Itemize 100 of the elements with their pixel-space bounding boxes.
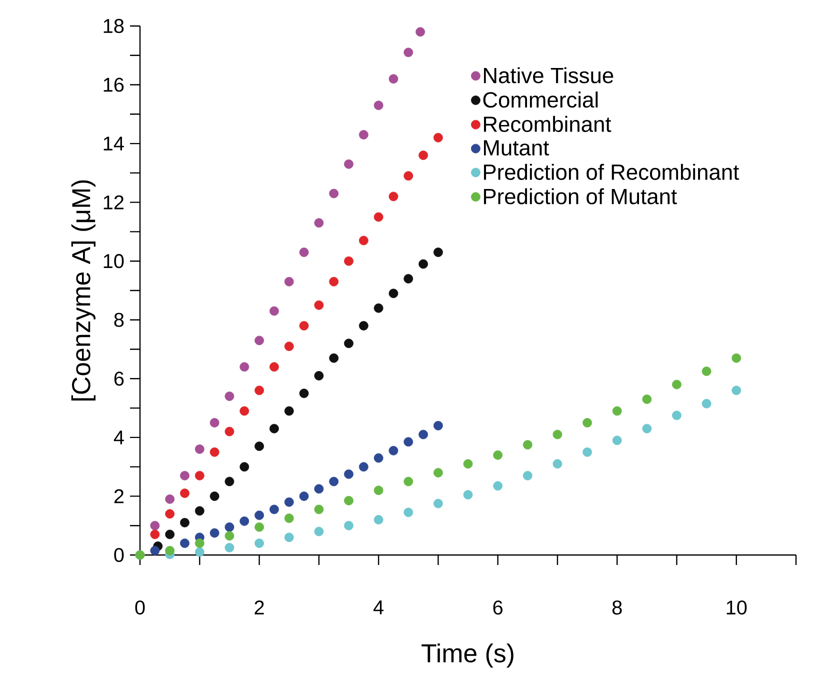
- point: [612, 436, 622, 446]
- point: [329, 276, 339, 286]
- legend-label: Recombinant: [484, 116, 612, 132]
- point: [522, 470, 532, 480]
- point: [344, 496, 354, 506]
- point: [374, 486, 384, 496]
- point: [210, 492, 220, 501]
- point: [404, 274, 414, 284]
- point: [374, 515, 384, 524]
- point: [582, 418, 592, 428]
- point: [374, 212, 384, 222]
- point: [358, 321, 368, 330]
- y-tick-label: 4: [114, 430, 124, 444]
- point: [329, 353, 339, 363]
- point: [314, 371, 324, 380]
- point: [433, 468, 443, 478]
- point: [702, 398, 712, 408]
- point: [194, 444, 204, 454]
- legend-label: Mutant: [484, 140, 550, 156]
- point: [254, 336, 264, 346]
- point: [165, 546, 175, 556]
- point: [642, 424, 652, 434]
- point: [269, 504, 279, 514]
- point: [404, 171, 414, 181]
- point: [388, 192, 398, 202]
- point: [224, 522, 234, 532]
- point: [254, 538, 264, 548]
- point: [165, 509, 175, 519]
- point: [194, 538, 204, 548]
- point: [344, 338, 354, 348]
- point: [240, 462, 250, 472]
- point: [433, 248, 443, 257]
- point: [224, 392, 234, 401]
- point: [404, 48, 414, 58]
- point: [418, 150, 428, 160]
- point: [582, 447, 592, 457]
- point: [284, 342, 294, 352]
- point: [210, 528, 220, 538]
- y-tick-label: 2: [114, 489, 124, 504]
- point: [404, 437, 414, 447]
- point: [224, 531, 234, 541]
- point: [416, 27, 425, 37]
- point: [314, 504, 324, 514]
- point: [314, 218, 324, 228]
- point: [240, 516, 250, 526]
- x-tick-label: 10: [726, 600, 747, 615]
- point: [388, 288, 398, 298]
- y-tick-label: 12: [104, 195, 124, 210]
- point: [642, 394, 652, 404]
- point: [493, 450, 503, 460]
- point: [194, 470, 204, 480]
- point: [254, 442, 264, 451]
- point: [224, 542, 234, 552]
- point: [388, 74, 398, 84]
- x-tick-label: 4: [373, 600, 384, 614]
- point: [702, 366, 712, 376]
- point: [224, 426, 234, 436]
- point: [344, 469, 354, 479]
- point: [299, 388, 309, 398]
- point: [284, 514, 294, 523]
- point: [299, 321, 309, 330]
- point: [254, 386, 264, 396]
- point: [269, 424, 279, 434]
- point: [493, 481, 503, 491]
- point: [269, 306, 279, 316]
- x-tick-label: 8: [612, 600, 622, 615]
- point: [732, 386, 742, 396]
- point: [463, 490, 473, 500]
- point: [284, 532, 294, 542]
- point: [374, 303, 384, 313]
- point: [374, 100, 384, 110]
- point: [165, 494, 175, 504]
- point: [210, 447, 220, 457]
- point: [358, 462, 368, 472]
- y-tick-label: 10: [104, 254, 124, 268]
- point: [254, 510, 264, 520]
- point: [344, 520, 354, 530]
- point: [552, 459, 562, 469]
- point: [358, 130, 368, 140]
- point: [522, 440, 532, 450]
- legend-label: Prediction of Mutant: [484, 188, 677, 204]
- point: [299, 492, 309, 501]
- point: [165, 530, 175, 540]
- point: [418, 259, 428, 269]
- x-tick-label: 6: [493, 600, 502, 615]
- point: [672, 410, 682, 420]
- point: [150, 520, 160, 530]
- point: [284, 406, 294, 416]
- point: [284, 276, 294, 286]
- point: [240, 362, 250, 372]
- point: [150, 530, 160, 540]
- legend-label: Native Tissue: [484, 67, 614, 84]
- point: [463, 459, 473, 469]
- legend-label: Commercial: [483, 92, 598, 108]
- x-tick-label: 2: [254, 600, 264, 614]
- point: [344, 159, 354, 169]
- point: [194, 506, 204, 516]
- point: [194, 547, 204, 557]
- point: [374, 453, 384, 463]
- point: [552, 430, 562, 440]
